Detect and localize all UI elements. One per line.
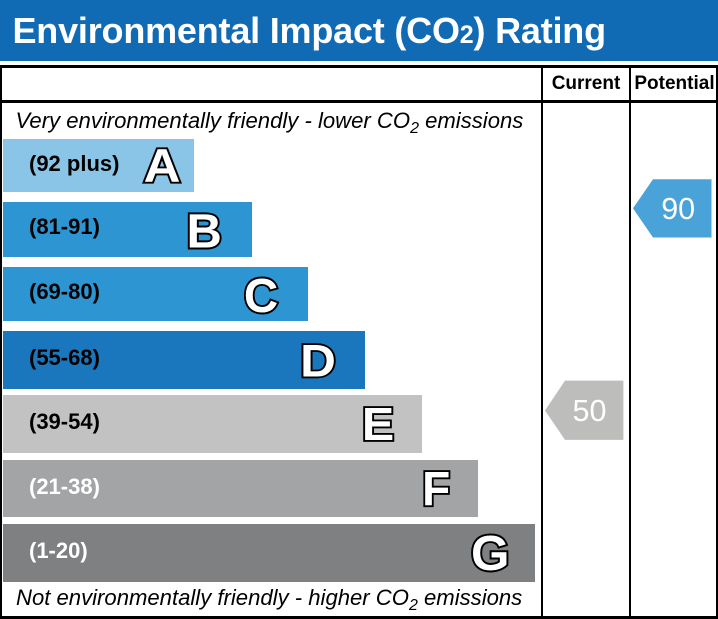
svg-text:F: F	[422, 461, 450, 515]
svg-text:G: G	[471, 526, 510, 581]
svg-text:90: 90	[661, 192, 695, 226]
svg-text:A: A	[144, 141, 181, 193]
svg-text:D: D	[300, 336, 336, 387]
svg-text:E: E	[362, 399, 394, 451]
svg-text:50: 50	[573, 394, 607, 428]
svg-text:C: C	[244, 270, 278, 324]
svg-text:B: B	[187, 204, 222, 258]
